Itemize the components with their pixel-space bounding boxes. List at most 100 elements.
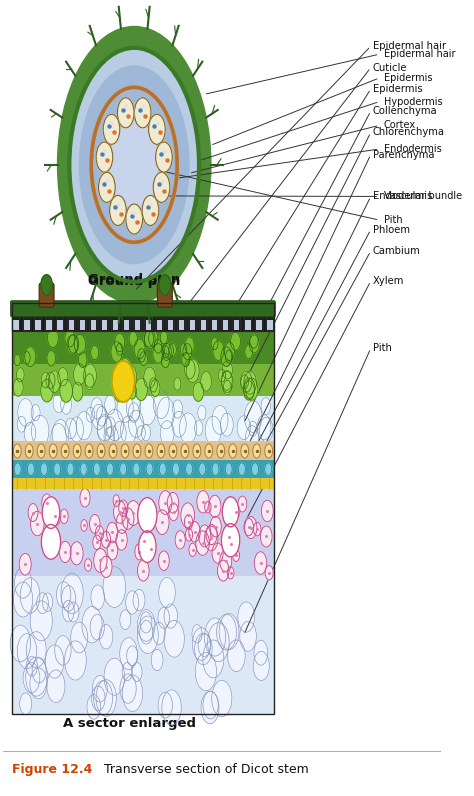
Circle shape — [250, 333, 258, 348]
Circle shape — [128, 403, 139, 423]
Circle shape — [96, 406, 107, 426]
Circle shape — [109, 444, 117, 458]
Circle shape — [19, 693, 32, 715]
FancyBboxPatch shape — [157, 320, 162, 330]
Circle shape — [252, 462, 259, 475]
Circle shape — [151, 650, 163, 671]
Circle shape — [99, 625, 113, 649]
Circle shape — [93, 535, 101, 549]
Circle shape — [244, 380, 254, 400]
Circle shape — [13, 378, 23, 396]
Circle shape — [55, 636, 71, 665]
Circle shape — [210, 517, 221, 537]
Circle shape — [119, 358, 131, 381]
Text: Endodermis: Endodermis — [384, 144, 442, 154]
FancyBboxPatch shape — [100, 317, 109, 332]
FancyBboxPatch shape — [166, 317, 175, 332]
Circle shape — [222, 497, 239, 527]
Circle shape — [17, 416, 26, 432]
Circle shape — [137, 560, 149, 581]
Circle shape — [23, 663, 40, 693]
Circle shape — [134, 339, 145, 359]
Circle shape — [80, 489, 90, 507]
FancyBboxPatch shape — [80, 320, 85, 330]
Circle shape — [118, 500, 128, 517]
Circle shape — [10, 625, 30, 661]
Circle shape — [48, 371, 60, 392]
Circle shape — [92, 404, 106, 430]
Circle shape — [198, 405, 206, 420]
Circle shape — [68, 602, 79, 622]
Circle shape — [249, 335, 259, 353]
Circle shape — [224, 528, 234, 546]
Circle shape — [238, 462, 246, 475]
Circle shape — [27, 656, 37, 676]
Circle shape — [153, 172, 170, 202]
FancyBboxPatch shape — [34, 317, 42, 332]
Circle shape — [140, 534, 148, 548]
Text: Pith: Pith — [373, 343, 392, 353]
FancyBboxPatch shape — [255, 317, 264, 332]
Circle shape — [116, 529, 128, 550]
Text: Collenchyma: Collenchyma — [373, 106, 438, 116]
Circle shape — [173, 400, 182, 418]
Circle shape — [128, 384, 137, 399]
FancyBboxPatch shape — [221, 317, 230, 332]
Circle shape — [249, 421, 257, 436]
Circle shape — [117, 393, 133, 423]
Circle shape — [231, 504, 240, 519]
FancyBboxPatch shape — [101, 320, 107, 330]
Circle shape — [129, 331, 137, 346]
Circle shape — [70, 542, 83, 565]
Circle shape — [261, 500, 273, 521]
Text: Epidermis: Epidermis — [384, 73, 432, 83]
FancyBboxPatch shape — [267, 320, 273, 330]
Circle shape — [78, 352, 87, 368]
Circle shape — [41, 525, 61, 560]
Circle shape — [167, 493, 179, 513]
FancyBboxPatch shape — [39, 283, 54, 307]
Circle shape — [147, 542, 155, 556]
Circle shape — [58, 368, 68, 386]
Circle shape — [158, 551, 169, 571]
Circle shape — [73, 364, 85, 385]
FancyBboxPatch shape — [190, 320, 195, 330]
FancyBboxPatch shape — [11, 396, 274, 442]
Text: Epidermal hair: Epidermal hair — [373, 41, 446, 51]
FancyBboxPatch shape — [11, 303, 274, 714]
Circle shape — [228, 640, 245, 672]
Circle shape — [119, 462, 127, 475]
Circle shape — [197, 490, 209, 513]
Circle shape — [61, 573, 83, 614]
FancyBboxPatch shape — [146, 320, 151, 330]
Circle shape — [138, 349, 146, 362]
FancyBboxPatch shape — [188, 317, 197, 332]
FancyBboxPatch shape — [24, 320, 29, 330]
Circle shape — [64, 641, 86, 680]
Circle shape — [145, 444, 153, 458]
Circle shape — [153, 344, 164, 363]
Circle shape — [31, 416, 49, 447]
Circle shape — [49, 505, 61, 526]
Circle shape — [219, 369, 226, 382]
Circle shape — [87, 695, 100, 720]
Circle shape — [91, 398, 103, 419]
Circle shape — [117, 343, 123, 355]
FancyBboxPatch shape — [133, 317, 142, 332]
Text: Transverse section of Dicot stem: Transverse section of Dicot stem — [103, 763, 308, 776]
Circle shape — [217, 444, 225, 458]
Circle shape — [238, 496, 247, 512]
Circle shape — [162, 345, 169, 358]
Circle shape — [220, 413, 233, 436]
Circle shape — [19, 553, 31, 576]
FancyBboxPatch shape — [135, 320, 140, 330]
Circle shape — [107, 462, 113, 475]
Text: Cuticle: Cuticle — [373, 63, 408, 72]
Circle shape — [195, 633, 212, 665]
Circle shape — [201, 372, 211, 391]
Circle shape — [164, 604, 177, 628]
Circle shape — [157, 444, 165, 458]
Circle shape — [107, 522, 118, 543]
Circle shape — [205, 416, 221, 445]
Circle shape — [211, 338, 218, 349]
